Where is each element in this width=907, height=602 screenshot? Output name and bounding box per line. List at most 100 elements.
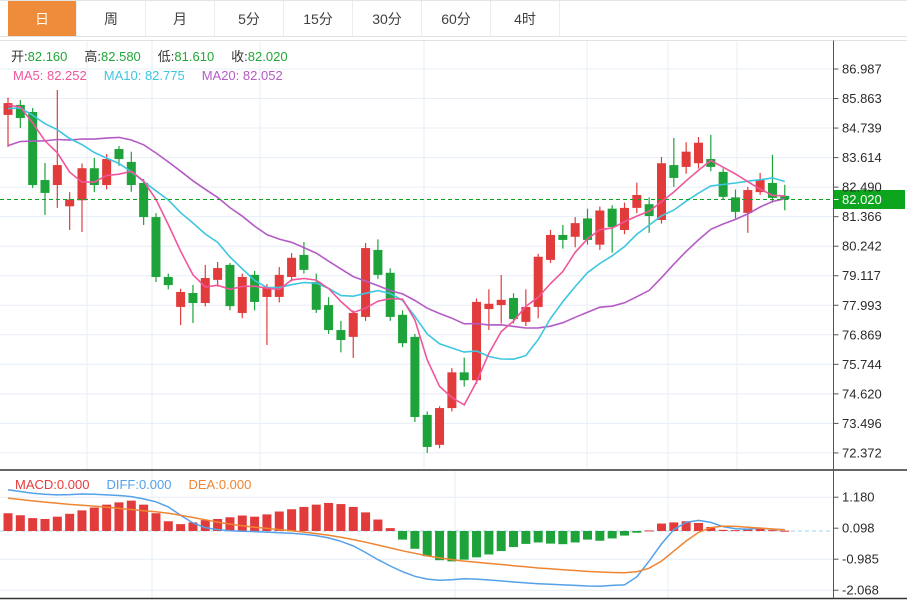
macd-bar xyxy=(324,502,334,531)
macd-bar xyxy=(126,500,136,531)
candle-body xyxy=(447,372,457,409)
macd-readout: MACD:0.000 xyxy=(15,477,90,492)
macd-bar xyxy=(188,522,198,531)
candle-body xyxy=(139,182,149,218)
candle-body xyxy=(385,272,395,317)
axis-label: 75.744 xyxy=(842,357,882,372)
candle-body xyxy=(3,103,13,115)
macd-bar xyxy=(410,531,420,549)
candle-body xyxy=(89,168,99,186)
candle-body xyxy=(755,180,765,193)
macd-bar xyxy=(706,526,716,531)
macd-bar xyxy=(336,504,346,531)
tab-week[interactable]: 周 xyxy=(77,1,146,36)
macd-bar xyxy=(213,518,223,531)
macd-bar xyxy=(139,504,149,531)
macd-bar xyxy=(509,531,519,548)
axes xyxy=(0,40,907,600)
macd-bar xyxy=(447,531,457,562)
axis-label: -2.068 xyxy=(842,583,879,598)
macd-bar xyxy=(102,504,112,531)
current-price-marker: 82.020 xyxy=(0,189,905,209)
macd-bar xyxy=(730,530,740,532)
macd-bar xyxy=(114,502,124,531)
tab-5min[interactable]: 5分 xyxy=(215,1,284,36)
macd-bar xyxy=(632,531,642,533)
macd-bar xyxy=(274,511,284,531)
macd-bar xyxy=(484,531,494,555)
candle-body xyxy=(484,303,494,310)
macd-bar xyxy=(373,519,383,531)
axis-label: 81.366 xyxy=(842,209,882,224)
axis-label: 83.614 xyxy=(842,150,882,165)
macd-bar xyxy=(521,531,531,544)
candle-body xyxy=(28,112,38,186)
candle-body xyxy=(373,249,383,275)
axis-label: 84.739 xyxy=(842,121,882,136)
tab-4hour[interactable]: 4时 xyxy=(491,1,560,36)
high-readout: 高:82.580 xyxy=(84,49,141,64)
macd-bar xyxy=(3,513,13,531)
candle-body xyxy=(607,208,617,228)
candle-body xyxy=(287,257,297,277)
macd-bar xyxy=(767,530,777,532)
candle-body xyxy=(496,299,506,306)
tab-60min[interactable]: 60分 xyxy=(422,1,491,36)
candle-body xyxy=(52,165,62,186)
candle-body xyxy=(533,256,543,307)
axis-label: 86.987 xyxy=(842,62,882,77)
candle-body xyxy=(669,165,679,178)
macd-bar xyxy=(299,506,309,531)
candle-body xyxy=(693,142,703,164)
candle-body xyxy=(620,207,629,230)
timeframe-tabbar: 日 周 月 5分 15分 30分 60分 4时 xyxy=(0,0,907,37)
candle-body xyxy=(102,159,112,186)
macd-histogram xyxy=(3,500,790,562)
macd-bar xyxy=(718,529,728,531)
candle-body xyxy=(311,281,321,310)
tab-day[interactable]: 日 xyxy=(8,1,77,36)
macd-bar xyxy=(250,516,260,531)
macd-bar xyxy=(89,507,99,531)
tab-month[interactable]: 月 xyxy=(146,1,215,36)
diff-readout: DIFF:0.000 xyxy=(106,477,172,492)
candle-body xyxy=(213,268,223,280)
candle-body xyxy=(188,293,198,303)
candle-body xyxy=(250,274,260,302)
candle-body xyxy=(237,276,247,313)
current-price-label: 82.020 xyxy=(842,192,882,207)
axis-label: 74.620 xyxy=(842,386,882,401)
candle-body xyxy=(681,151,691,167)
candle-body xyxy=(65,199,75,207)
macd-bar xyxy=(780,530,790,532)
tab-15min[interactable]: 15分 xyxy=(284,1,353,36)
current-price-box xyxy=(834,189,905,209)
candle-body xyxy=(546,234,556,260)
candle-body xyxy=(521,306,531,322)
dea-line xyxy=(7,497,785,574)
axis-label: 85.863 xyxy=(842,91,882,106)
ma-legend: MA5: 82.252 MA10: 82.775 MA20: 82.052 xyxy=(13,68,300,83)
candle-body xyxy=(780,195,790,200)
low-readout: 低:81.610 xyxy=(157,49,215,64)
macd-bar xyxy=(176,524,186,531)
macd-bar xyxy=(558,531,568,545)
tab-30min[interactable]: 30分 xyxy=(353,1,422,36)
macd-bar xyxy=(422,531,432,557)
candle-body xyxy=(114,149,124,160)
macd-bar xyxy=(77,510,87,531)
candle-body xyxy=(644,204,654,217)
macd-bar xyxy=(681,521,691,531)
ohlc-legend: 开:82.160 高:82.580 低:81.610 收:82.020 xyxy=(11,46,305,65)
candle-body xyxy=(348,312,358,337)
candle-body xyxy=(324,305,334,331)
macd-bar xyxy=(287,509,297,531)
candle-body xyxy=(262,288,272,297)
axis-label: -0.985 xyxy=(842,552,879,567)
axis-label: 79.117 xyxy=(842,268,881,283)
candle-body xyxy=(274,274,284,297)
candle-body xyxy=(410,336,420,417)
macd-bar xyxy=(28,518,38,531)
macd-bar xyxy=(583,531,593,540)
